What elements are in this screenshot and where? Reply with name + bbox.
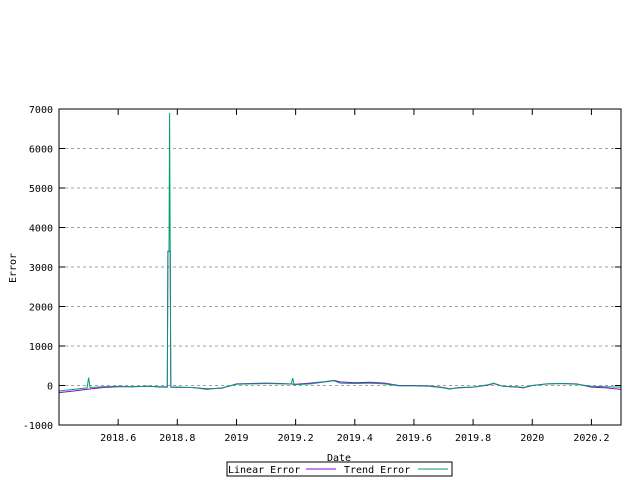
legend-label-trend: Trend Error [344,465,410,476]
y-tick-label: -1000 [23,421,53,432]
x-tick-label: 2019.4 [337,433,373,444]
x-tick-label: 2018.8 [159,433,195,444]
x-axis-label: Date [327,453,351,464]
grid [59,148,621,386]
x-tick-label: 2019.6 [396,433,432,444]
y-tick-label: 4000 [29,224,53,235]
y-tick-label: 0 [47,382,53,393]
x-tick-label: 2019.2 [278,433,314,444]
y-tick-label: 6000 [29,145,53,156]
y-tick-label: 3000 [29,263,53,274]
x-tick-label: 2018.6 [100,433,136,444]
series-line-linear-error [58,250,622,394]
y-axis-label: Error [8,253,19,283]
y-tick-label: 1000 [29,342,53,353]
y-tick-label: 5000 [29,184,53,195]
series-line-trend-error [58,112,622,392]
x-tick-label: 2020.2 [573,433,609,444]
x-tick-label: 2019.8 [455,433,491,444]
series-group [58,112,622,394]
y-tick-label: 2000 [29,303,53,314]
x-tick-label: 2020 [520,433,544,444]
legend: Linear Error Trend Error [226,461,453,477]
legend-label-linear: Linear Error [228,465,300,476]
x-tick-label: 2019 [224,433,248,444]
ticks: -1000 0 1000 2000 3000 4000 5000 6000 7000 2018.6… [23,105,621,444]
y-tick-label: 7000 [29,105,53,116]
